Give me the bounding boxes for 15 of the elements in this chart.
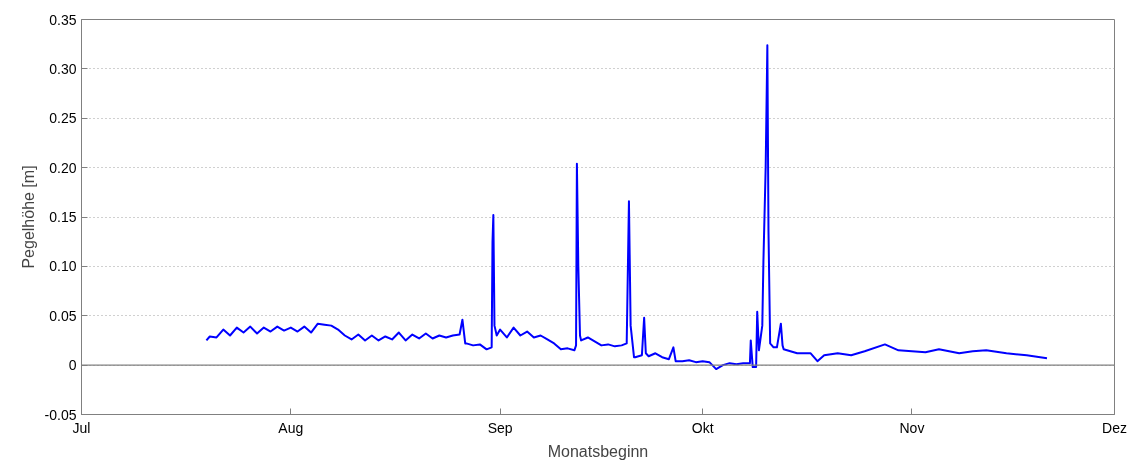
y-tick-label: 0.35 xyxy=(49,11,77,28)
x-axis-title: Monatsbeginn xyxy=(547,442,649,460)
y-tick-label: 0.15 xyxy=(49,209,77,225)
y-tick-label: 0.20 xyxy=(49,159,77,176)
y-tick-label: 0.05 xyxy=(49,307,77,324)
y-tick-label: 0.25 xyxy=(49,110,77,127)
y-tick-label: 0.10 xyxy=(49,258,77,275)
x-tick-label: Aug xyxy=(278,419,304,436)
x-tick-label: Sep xyxy=(487,419,513,436)
x-tick-label: Nov xyxy=(899,419,925,436)
x-tick-label: Okt xyxy=(691,419,714,436)
y-tick-label: 0.30 xyxy=(49,60,77,77)
x-tick-label: Dez xyxy=(1102,419,1127,436)
y-axis-title: Pegelhöhe [m] xyxy=(19,165,37,269)
y-tick-label: 0 xyxy=(68,357,77,374)
